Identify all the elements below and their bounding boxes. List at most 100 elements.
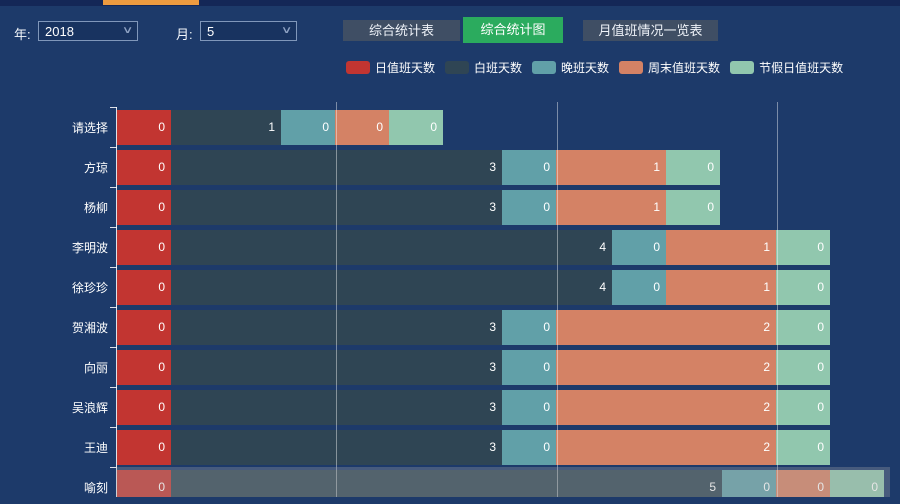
chevron-down-icon: ∨: [280, 25, 293, 36]
bar-segment[interactable]: 1: [556, 149, 666, 185]
category-label: 杨柳: [83, 201, 108, 215]
top-accent-bar: [0, 0, 900, 6]
bar-segment[interactable]: 4: [171, 269, 612, 305]
summary-table-button[interactable]: 综合统计表: [343, 20, 460, 41]
category-label: 向丽: [83, 361, 108, 375]
y-axis-tick: [110, 107, 117, 108]
legend-item-0[interactable]: 日值班天数: [346, 59, 435, 76]
bar-segment[interactable]: 0: [776, 229, 830, 265]
y-axis-line: [116, 107, 117, 497]
bar-segment[interactable]: 5: [171, 469, 722, 497]
legend-swatch-icon: [346, 60, 370, 74]
bar-segment[interactable]: 0: [612, 269, 666, 305]
bar-segment[interactable]: 0: [502, 349, 556, 385]
bar-segment[interactable]: 3: [171, 349, 502, 385]
bar-segment[interactable]: 2: [556, 389, 776, 425]
bar-segment[interactable]: 1: [556, 189, 666, 225]
year-label: 年:: [14, 27, 31, 42]
bar-segment[interactable]: 0: [117, 389, 171, 425]
legend-item-1[interactable]: 白班天数: [445, 59, 522, 76]
category-label: 喻刻: [83, 481, 108, 495]
month-label: 月:: [176, 27, 193, 42]
category-label: 徐珍珍: [71, 281, 108, 295]
bar-segment[interactable]: 0: [117, 469, 171, 497]
bar-segment[interactable]: 0: [666, 189, 720, 225]
y-axis-tick: [110, 307, 117, 308]
legend-label: 周末值班天数: [648, 60, 721, 75]
bar-segment[interactable]: 3: [171, 189, 502, 225]
legend-label: 节假日值班天数: [759, 60, 844, 75]
bar-segment[interactable]: 0: [830, 469, 884, 497]
bar-segment[interactable]: 0: [335, 109, 389, 145]
bar-segment[interactable]: 3: [171, 149, 502, 185]
bar-segment[interactable]: 0: [502, 189, 556, 225]
chevron-down-icon: ∨: [121, 25, 134, 36]
bar-segment[interactable]: 0: [117, 429, 171, 465]
bar-segment[interactable]: 0: [117, 109, 171, 145]
bar-segment[interactable]: 1: [171, 109, 281, 145]
y-axis-tick: [110, 267, 117, 268]
bar-segment[interactable]: 2: [556, 429, 776, 465]
bar-segment[interactable]: 2: [556, 309, 776, 345]
bar-segment[interactable]: 0: [502, 309, 556, 345]
bar-segment[interactable]: 1: [666, 269, 776, 305]
bar-segment[interactable]: 3: [171, 309, 502, 345]
bar-segment[interactable]: 0: [502, 389, 556, 425]
axis-pointer-shadow: [116, 467, 890, 497]
month-select[interactable]: 5 ∨: [200, 21, 297, 41]
legend-item-2[interactable]: 晚班天数: [532, 59, 609, 76]
y-axis-tick: [110, 147, 117, 148]
bar-segment[interactable]: 1: [666, 229, 776, 265]
category-label: 贺湘波: [71, 321, 108, 335]
y-axis-tick: [110, 347, 117, 348]
legend-item-4[interactable]: 节假日值班天数: [730, 59, 843, 76]
bar-segment[interactable]: 4: [171, 229, 612, 265]
bar-segment[interactable]: 0: [776, 309, 830, 345]
y-axis-tick: [110, 227, 117, 228]
bar-segment[interactable]: 0: [776, 469, 830, 497]
bar-segment[interactable]: 0: [389, 109, 443, 145]
legend-swatch-icon: [532, 60, 557, 74]
bar-segment[interactable]: 0: [776, 269, 830, 305]
y-axis-tick: [110, 187, 117, 188]
bar-segment[interactable]: 0: [666, 149, 720, 185]
legend-label: 晚班天数: [561, 60, 610, 75]
bar-segment[interactable]: 0: [117, 149, 171, 185]
bar-segment[interactable]: 0: [117, 229, 171, 265]
legend-label: 日值班天数: [375, 60, 436, 75]
category-label: 吴浪辉: [71, 401, 108, 415]
monthly-duty-list-button[interactable]: 月值班情况一览表: [583, 20, 718, 41]
bar-segment[interactable]: 0: [502, 149, 556, 185]
legend-swatch-icon: [445, 60, 470, 74]
bar-segment[interactable]: 0: [502, 429, 556, 465]
bar-segment[interactable]: 0: [776, 389, 830, 425]
summary-chart-button[interactable]: 综合统计图: [463, 17, 563, 43]
category-label: 方琼: [83, 161, 108, 175]
bar-segment[interactable]: 0: [117, 309, 171, 345]
bar-segment[interactable]: 0: [776, 429, 830, 465]
legend-swatch-icon: [730, 60, 755, 74]
x-gridline: [557, 102, 558, 497]
legend-item-3[interactable]: 周末值班天数: [619, 59, 720, 76]
bar-segment[interactable]: 0: [612, 229, 666, 265]
bar-segment[interactable]: 0: [117, 269, 171, 305]
bar-segment[interactable]: 2: [556, 349, 776, 385]
y-axis-tick: [110, 467, 117, 468]
bar-segment[interactable]: 3: [171, 429, 502, 465]
month-value: 5: [207, 23, 215, 39]
bar-segment[interactable]: 3: [171, 389, 502, 425]
bar-segment[interactable]: 0: [776, 349, 830, 385]
x-gridline: [777, 102, 778, 497]
legend-label: 白班天数: [474, 60, 523, 75]
y-axis-tick: [110, 387, 117, 388]
bar-segment[interactable]: 0: [281, 109, 335, 145]
bar-segment[interactable]: 0: [722, 469, 776, 497]
legend-swatch-icon: [619, 60, 644, 74]
category-label: 王迪: [83, 441, 108, 455]
bar-segment[interactable]: 0: [117, 189, 171, 225]
year-select[interactable]: 2018 ∨: [38, 21, 138, 41]
x-gridline: [336, 102, 337, 497]
bar-segment[interactable]: 0: [117, 349, 171, 385]
